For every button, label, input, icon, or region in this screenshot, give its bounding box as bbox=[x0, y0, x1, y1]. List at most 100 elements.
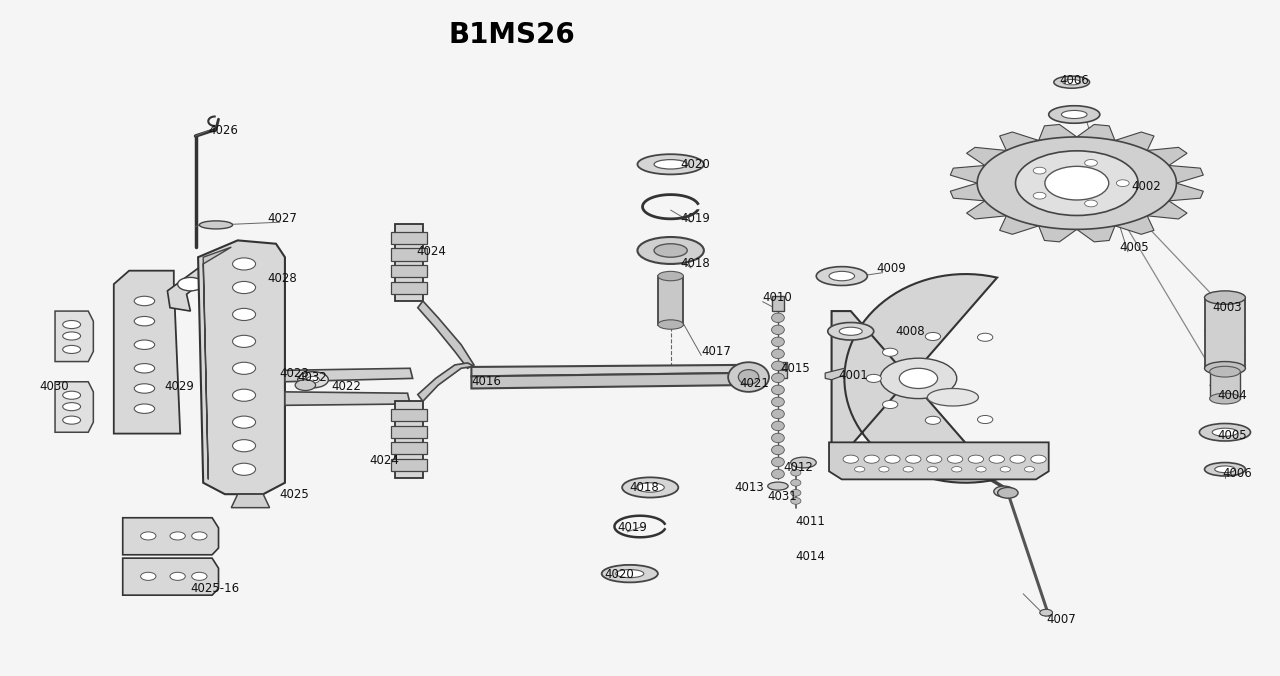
Circle shape bbox=[1000, 466, 1010, 472]
Text: 4032: 4032 bbox=[298, 370, 328, 383]
Circle shape bbox=[947, 455, 963, 463]
Bar bbox=[772, 296, 785, 311]
Ellipse shape bbox=[772, 313, 785, 322]
Circle shape bbox=[882, 400, 897, 408]
Text: 4011: 4011 bbox=[796, 514, 826, 527]
Ellipse shape bbox=[791, 498, 801, 504]
Circle shape bbox=[233, 463, 256, 475]
Circle shape bbox=[1033, 193, 1046, 199]
Ellipse shape bbox=[772, 433, 785, 443]
Ellipse shape bbox=[63, 320, 81, 329]
Bar bbox=[390, 425, 426, 437]
Ellipse shape bbox=[134, 364, 155, 373]
Text: 4007: 4007 bbox=[1046, 613, 1076, 626]
Text: 4005: 4005 bbox=[1119, 241, 1148, 254]
Polygon shape bbox=[977, 137, 1176, 229]
Circle shape bbox=[844, 455, 859, 463]
Circle shape bbox=[233, 389, 256, 402]
Polygon shape bbox=[950, 183, 984, 201]
Text: 4004: 4004 bbox=[1217, 389, 1247, 402]
Text: 4021: 4021 bbox=[740, 377, 769, 390]
Text: 4031: 4031 bbox=[768, 489, 797, 503]
Polygon shape bbox=[417, 301, 474, 368]
Circle shape bbox=[233, 335, 256, 347]
Bar bbox=[390, 442, 426, 454]
Text: 4022: 4022 bbox=[332, 380, 361, 393]
Ellipse shape bbox=[772, 457, 785, 466]
Circle shape bbox=[170, 532, 186, 540]
Circle shape bbox=[882, 348, 897, 356]
Circle shape bbox=[1010, 455, 1025, 463]
Ellipse shape bbox=[772, 349, 785, 358]
Ellipse shape bbox=[637, 237, 704, 264]
Circle shape bbox=[881, 358, 956, 399]
Circle shape bbox=[141, 573, 156, 581]
Circle shape bbox=[904, 466, 914, 472]
Text: 4014: 4014 bbox=[796, 550, 826, 563]
Ellipse shape bbox=[658, 271, 684, 281]
Ellipse shape bbox=[1210, 366, 1240, 377]
Circle shape bbox=[978, 333, 993, 341]
Circle shape bbox=[170, 573, 186, 581]
Polygon shape bbox=[204, 247, 232, 479]
Ellipse shape bbox=[791, 489, 801, 496]
Ellipse shape bbox=[791, 469, 801, 476]
Ellipse shape bbox=[772, 409, 785, 418]
Ellipse shape bbox=[63, 391, 81, 400]
Circle shape bbox=[1116, 180, 1129, 187]
Ellipse shape bbox=[1062, 80, 1080, 85]
Bar bbox=[778, 362, 787, 379]
Ellipse shape bbox=[840, 327, 863, 335]
Ellipse shape bbox=[772, 373, 785, 383]
Bar bbox=[390, 409, 426, 420]
Circle shape bbox=[1084, 200, 1097, 207]
Circle shape bbox=[192, 532, 207, 540]
Circle shape bbox=[928, 466, 937, 472]
Ellipse shape bbox=[739, 370, 759, 385]
Text: 4010: 4010 bbox=[763, 291, 792, 304]
Text: 4027: 4027 bbox=[268, 212, 297, 224]
Text: B1MS26: B1MS26 bbox=[449, 21, 576, 49]
Circle shape bbox=[927, 455, 942, 463]
Ellipse shape bbox=[997, 487, 1018, 498]
Text: 4008: 4008 bbox=[896, 324, 925, 338]
Ellipse shape bbox=[1061, 110, 1087, 118]
Text: 4009: 4009 bbox=[877, 262, 906, 275]
Polygon shape bbox=[198, 241, 285, 494]
Bar bbox=[394, 224, 422, 301]
Ellipse shape bbox=[791, 457, 817, 468]
Polygon shape bbox=[471, 373, 740, 389]
Ellipse shape bbox=[772, 445, 785, 455]
Circle shape bbox=[1030, 455, 1046, 463]
Polygon shape bbox=[1076, 226, 1115, 242]
Polygon shape bbox=[1169, 166, 1203, 183]
Ellipse shape bbox=[828, 322, 874, 340]
Circle shape bbox=[296, 380, 316, 391]
Ellipse shape bbox=[817, 266, 868, 285]
Circle shape bbox=[975, 466, 986, 472]
Circle shape bbox=[951, 466, 961, 472]
Ellipse shape bbox=[791, 479, 801, 486]
Polygon shape bbox=[417, 363, 474, 402]
Ellipse shape bbox=[134, 384, 155, 393]
Ellipse shape bbox=[636, 483, 664, 492]
Circle shape bbox=[925, 416, 941, 425]
Ellipse shape bbox=[772, 469, 785, 479]
Text: 4006: 4006 bbox=[1059, 74, 1089, 87]
Polygon shape bbox=[114, 270, 180, 433]
Polygon shape bbox=[232, 494, 270, 508]
Polygon shape bbox=[966, 201, 1006, 219]
Polygon shape bbox=[1169, 183, 1203, 201]
Ellipse shape bbox=[602, 565, 658, 583]
Circle shape bbox=[178, 277, 204, 291]
Text: 4015: 4015 bbox=[781, 362, 810, 375]
Polygon shape bbox=[1076, 124, 1115, 141]
Ellipse shape bbox=[134, 340, 155, 349]
Text: 4028: 4028 bbox=[268, 272, 297, 285]
Polygon shape bbox=[1000, 132, 1038, 151]
Circle shape bbox=[233, 416, 256, 428]
Ellipse shape bbox=[63, 403, 81, 411]
Ellipse shape bbox=[622, 477, 678, 498]
Ellipse shape bbox=[1215, 466, 1235, 473]
Polygon shape bbox=[966, 147, 1006, 166]
